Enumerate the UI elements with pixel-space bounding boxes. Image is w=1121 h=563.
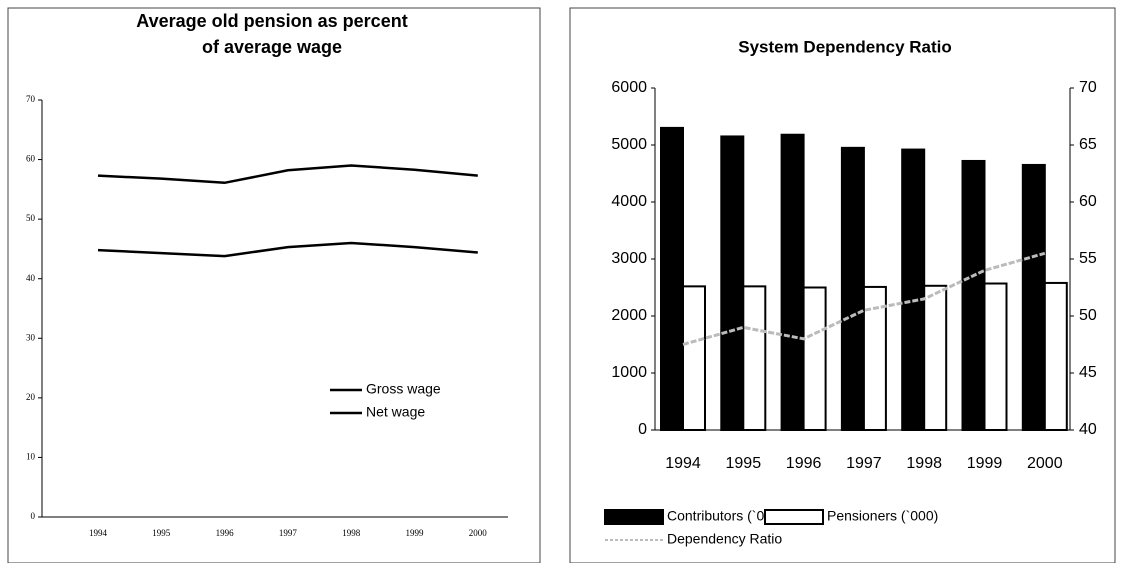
bar (660, 126, 684, 432)
legend-label: Contributors (`000) (667, 508, 785, 524)
y-tick-label: 60 (26, 154, 36, 164)
y2-tick-label: 65 (1079, 136, 1097, 153)
legend-label: Net wage (366, 404, 425, 420)
y-tick-label: 30 (26, 332, 36, 342)
y2-tick-label: 55 (1079, 250, 1097, 267)
bar (901, 148, 926, 431)
bar (742, 285, 767, 431)
y-tick-label: 20 (26, 392, 36, 402)
x-tick-label: 1999 (406, 528, 425, 538)
legend-swatch (604, 509, 664, 525)
y2-tick-label: 70 (1079, 79, 1097, 96)
x-tick-label: 1996 (786, 455, 822, 472)
y2-tick-label: 40 (1079, 421, 1097, 438)
y-tick-label: 2000 (611, 307, 647, 324)
y2-tick-label: 45 (1079, 364, 1097, 381)
legend-label: Dependency Ratio (667, 531, 782, 547)
x-tick-label: 2000 (469, 528, 488, 538)
x-tick-label: 1994 (665, 455, 701, 472)
bar (862, 285, 887, 431)
bar (780, 133, 805, 432)
y-tick-label: 40 (26, 273, 36, 283)
y-tick-label: 10 (26, 451, 36, 461)
bar (802, 286, 827, 431)
chart-title: of average wage (202, 37, 342, 57)
y-tick-label: 5000 (611, 136, 647, 153)
x-tick-label: 1995 (152, 528, 171, 538)
line (97, 164, 478, 185)
x-tick-label: 1997 (279, 528, 298, 538)
y2-tick-label: 50 (1079, 307, 1097, 324)
bar (682, 285, 706, 431)
left-panel (7, 7, 541, 563)
y-tick-label: 0 (638, 421, 647, 438)
y2-tick-label: 60 (1079, 193, 1097, 210)
bar (961, 159, 986, 432)
x-tick-label: 1998 (342, 528, 361, 538)
x-tick-label: 1999 (967, 455, 1003, 472)
y-tick-label: 1000 (611, 364, 647, 381)
y-tick-label: 6000 (611, 79, 647, 96)
x-tick-label: 1996 (216, 528, 235, 538)
y-tick-label: 3000 (611, 250, 647, 267)
x-tick-label: 1998 (906, 455, 942, 472)
bar (983, 282, 1008, 432)
bar (923, 284, 948, 432)
y-tick-label: 0 (31, 511, 36, 521)
y-tick-label: 70 (26, 94, 36, 104)
legend-label: Gross wage (366, 381, 441, 397)
x-tick-label: 1994 (89, 528, 108, 538)
bar (1043, 281, 1068, 431)
x-tick-label: 1997 (846, 455, 882, 472)
chart-title: Average old pension as percent (136, 11, 407, 31)
bar (840, 146, 865, 431)
legend-swatch (764, 509, 824, 525)
line (97, 241, 478, 258)
bar (720, 135, 745, 431)
bar (1021, 163, 1046, 431)
y-tick-label: 4000 (611, 193, 647, 210)
x-tick-label: 2000 (1027, 455, 1063, 472)
y-tick-label: 50 (26, 213, 36, 223)
x-tick-label: 1995 (726, 455, 762, 472)
chart-title: System Dependency Ratio (738, 37, 952, 56)
legend-label: Pensioners (`000) (827, 508, 938, 524)
